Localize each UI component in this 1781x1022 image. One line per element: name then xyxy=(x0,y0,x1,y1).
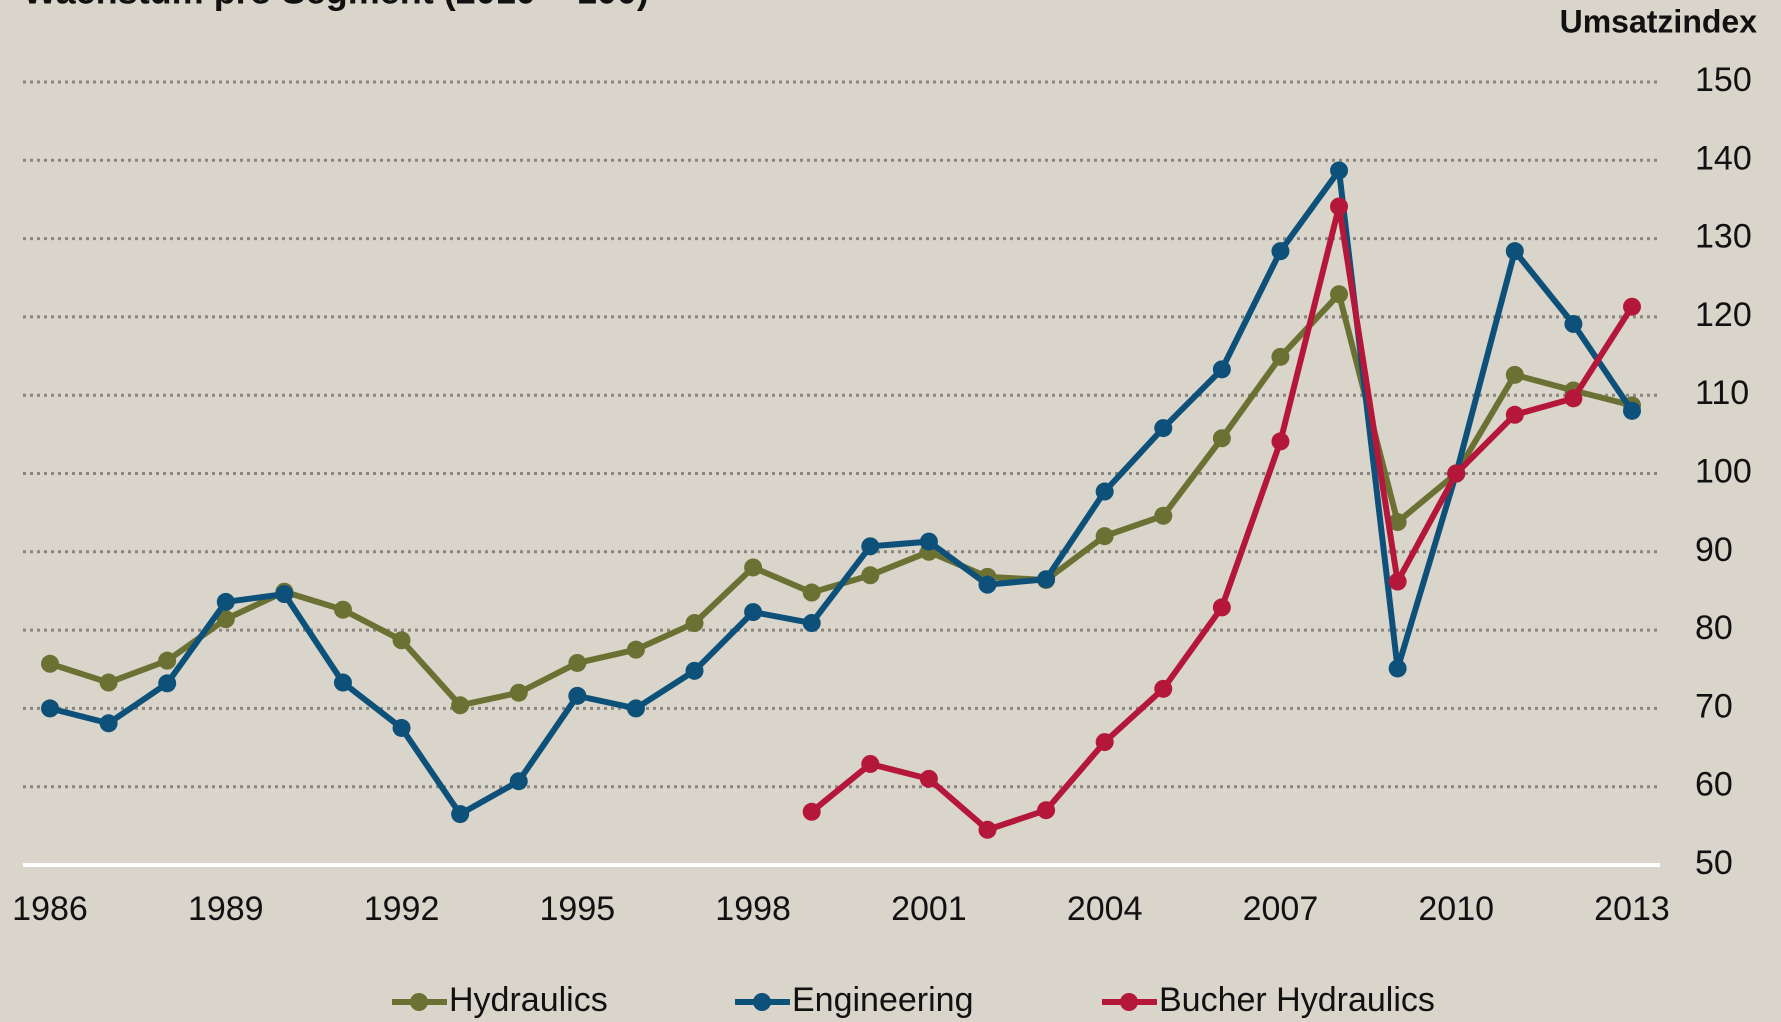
data-point xyxy=(99,714,118,733)
x-tick-label: 2013 xyxy=(1594,890,1670,928)
data-point xyxy=(1388,513,1407,532)
data-point xyxy=(978,820,997,839)
data-point xyxy=(568,653,587,672)
legend-swatch-dot xyxy=(1120,993,1138,1011)
data-point xyxy=(275,585,294,604)
data-point xyxy=(1623,297,1641,316)
data-point xyxy=(1095,733,1114,752)
y-tick-label: 80 xyxy=(1695,609,1733,647)
data-point xyxy=(1154,506,1173,525)
data-point xyxy=(1388,659,1407,678)
data-point xyxy=(802,583,821,602)
legend-swatch-dot xyxy=(410,993,428,1011)
y-tick-label: 100 xyxy=(1695,452,1752,490)
data-point xyxy=(1037,570,1056,589)
data-point xyxy=(1447,464,1466,483)
data-point xyxy=(392,631,411,650)
data-point xyxy=(685,614,704,633)
data-point xyxy=(919,532,938,551)
data-point xyxy=(861,566,880,585)
data-point xyxy=(861,754,880,773)
x-tick-label: 2007 xyxy=(1243,890,1319,928)
y-tick-label: 70 xyxy=(1695,687,1733,725)
data-point xyxy=(216,592,235,611)
data-point xyxy=(1095,482,1114,501)
data-point xyxy=(333,673,352,692)
data-point xyxy=(978,575,997,594)
data-point xyxy=(1154,419,1173,438)
data-point xyxy=(158,674,177,693)
data-point xyxy=(1505,405,1524,424)
x-tick-label: 1995 xyxy=(540,890,616,928)
data-point xyxy=(509,683,528,702)
y-tick-label: 60 xyxy=(1695,766,1733,804)
legend-swatch-dot xyxy=(753,993,771,1011)
y-tick-label: 150 xyxy=(1695,61,1752,99)
data-point xyxy=(1212,598,1231,617)
y-tick-label: 50 xyxy=(1695,844,1733,882)
data-point xyxy=(216,610,235,629)
data-point xyxy=(744,603,763,622)
legend-label: Bucher Hydraulics xyxy=(1159,981,1435,1019)
data-point xyxy=(685,661,704,680)
data-point xyxy=(392,718,411,737)
y-tick-label: 140 xyxy=(1695,139,1752,177)
series-line xyxy=(49,167,1635,818)
data-point xyxy=(451,805,470,824)
data-point xyxy=(626,699,645,718)
y-tick-label: 130 xyxy=(1695,218,1752,256)
data-point xyxy=(1330,197,1349,216)
x-tick-label: 1989 xyxy=(188,890,264,928)
data-point xyxy=(1564,389,1583,408)
data-point xyxy=(333,600,352,619)
data-point xyxy=(1505,365,1524,384)
x-tick-label: 2010 xyxy=(1418,890,1494,928)
chart-title: Wachstum pro Segment (2010 = 100) xyxy=(23,0,649,12)
data-point xyxy=(1330,285,1349,304)
data-point xyxy=(41,699,59,718)
data-point xyxy=(1154,679,1173,698)
data-point xyxy=(99,673,118,692)
legend-label: Hydraulics xyxy=(449,981,608,1019)
data-point xyxy=(861,537,880,556)
x-tick-label: 2004 xyxy=(1067,890,1143,928)
data-point xyxy=(802,614,821,633)
data-point xyxy=(41,654,59,673)
data-point xyxy=(802,802,821,821)
x-tick-label: 1998 xyxy=(715,890,791,928)
y-tick-label: 110 xyxy=(1695,374,1749,412)
data-point xyxy=(451,696,470,715)
data-point xyxy=(1212,429,1231,448)
data-point xyxy=(1271,242,1290,261)
x-tick-label: 1986 xyxy=(12,890,88,928)
y-tick-label: 120 xyxy=(1695,296,1752,334)
data-point xyxy=(1037,801,1056,820)
data-point xyxy=(158,651,177,670)
y-axis-label: Umsatzindex xyxy=(1560,3,1758,39)
data-point xyxy=(509,772,528,791)
data-point xyxy=(1095,527,1114,546)
data-point xyxy=(1623,401,1641,420)
data-point xyxy=(1271,347,1290,366)
data-point xyxy=(1212,360,1231,379)
data-point xyxy=(1564,314,1583,333)
data-point xyxy=(1388,572,1407,591)
data-point xyxy=(744,558,763,577)
data-point xyxy=(919,769,938,788)
data-point xyxy=(626,640,645,659)
legend-label: Engineering xyxy=(792,981,973,1019)
data-point xyxy=(1330,161,1349,180)
data-point xyxy=(568,686,587,705)
x-tick-label: 2001 xyxy=(891,890,967,928)
data-point xyxy=(1505,242,1524,261)
data-point xyxy=(1271,432,1290,451)
y-tick-label: 90 xyxy=(1695,531,1733,569)
x-tick-label: 1992 xyxy=(364,890,440,928)
